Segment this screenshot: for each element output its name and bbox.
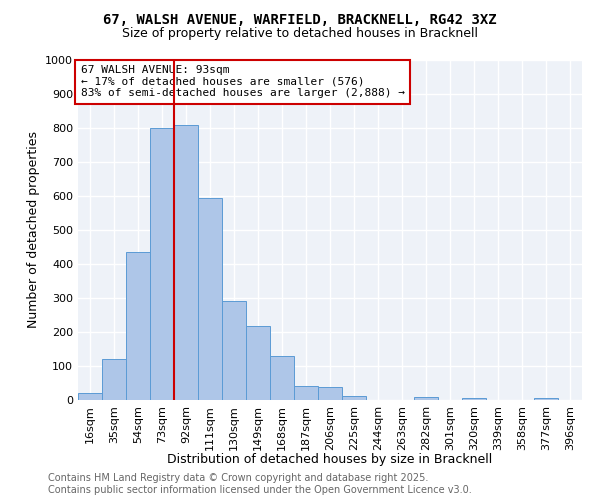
- Text: 67 WALSH AVENUE: 93sqm
← 17% of detached houses are smaller (576)
83% of semi-de: 67 WALSH AVENUE: 93sqm ← 17% of detached…: [80, 65, 404, 98]
- Bar: [318, 387, 342, 400]
- Bar: [174, 124, 198, 400]
- Y-axis label: Number of detached properties: Number of detached properties: [26, 132, 40, 328]
- Bar: [414, 396, 438, 400]
- Bar: [270, 356, 294, 400]
- Bar: [294, 386, 318, 400]
- Text: Contains HM Land Registry data © Crown copyright and database right 2025.
Contai: Contains HM Land Registry data © Crown c…: [48, 474, 472, 495]
- Text: 67, WALSH AVENUE, WARFIELD, BRACKNELL, RG42 3XZ: 67, WALSH AVENUE, WARFIELD, BRACKNELL, R…: [103, 12, 497, 26]
- Bar: [78, 393, 102, 400]
- X-axis label: Distribution of detached houses by size in Bracknell: Distribution of detached houses by size …: [167, 453, 493, 466]
- Text: Size of property relative to detached houses in Bracknell: Size of property relative to detached ho…: [122, 28, 478, 40]
- Bar: [222, 302, 246, 400]
- Bar: [462, 398, 486, 400]
- Bar: [150, 128, 174, 400]
- Bar: [126, 252, 150, 400]
- Bar: [342, 396, 366, 400]
- Bar: [198, 198, 222, 400]
- Bar: [102, 359, 126, 400]
- Bar: [534, 398, 558, 400]
- Bar: [246, 326, 270, 400]
